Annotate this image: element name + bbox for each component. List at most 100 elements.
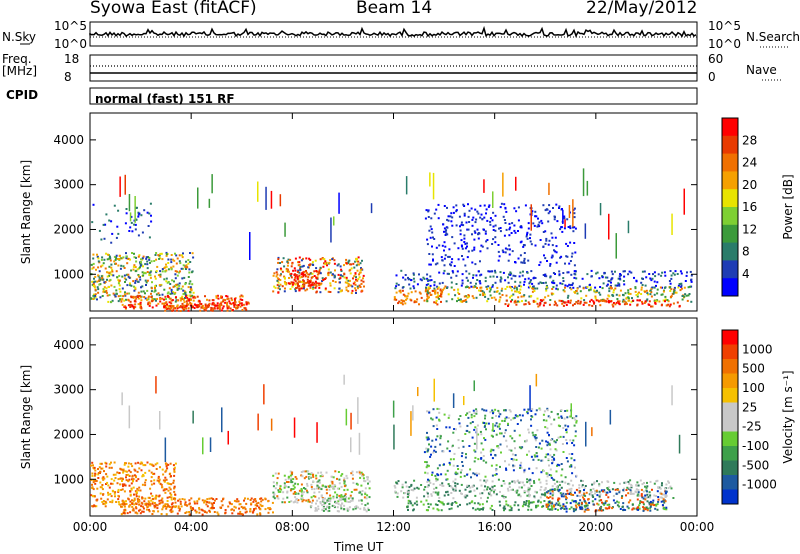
echo-cell bbox=[502, 271, 505, 274]
echo-cell bbox=[343, 482, 346, 485]
echo-cell bbox=[167, 307, 170, 310]
echo-cell bbox=[292, 484, 295, 487]
echo-cell bbox=[542, 304, 545, 307]
echo-cell bbox=[528, 500, 530, 503]
echo-cell bbox=[177, 506, 180, 509]
echo-cell bbox=[499, 296, 502, 299]
colorbar-segment bbox=[722, 207, 738, 226]
echo-cell bbox=[532, 301, 535, 303]
echo-cell bbox=[439, 295, 442, 297]
echo-cell bbox=[315, 267, 318, 270]
echo-cell bbox=[178, 271, 180, 274]
echo-cell bbox=[614, 501, 617, 504]
echo-cell bbox=[528, 502, 531, 505]
echo-cell bbox=[594, 490, 597, 492]
echo-cell bbox=[443, 463, 445, 466]
echo-cell bbox=[593, 481, 596, 484]
echo-cell bbox=[136, 487, 139, 490]
echo-cell bbox=[644, 284, 647, 287]
echo-cell bbox=[149, 503, 152, 506]
echo-cell bbox=[599, 293, 602, 296]
echo-cell bbox=[522, 481, 524, 484]
echo-cell bbox=[436, 291, 439, 294]
echo-cell bbox=[164, 476, 167, 479]
echo-cell bbox=[105, 287, 108, 290]
echo-cell bbox=[104, 500, 107, 503]
echo-streak bbox=[392, 400, 395, 418]
echo-cell bbox=[294, 496, 297, 499]
echo-cell bbox=[523, 294, 526, 297]
echo-cell bbox=[331, 485, 334, 488]
echo-cell bbox=[519, 281, 522, 284]
echo-cell bbox=[172, 291, 175, 294]
echo-cell bbox=[508, 273, 510, 276]
echo-cell bbox=[512, 469, 515, 472]
echo-cell bbox=[137, 297, 140, 300]
echo-cell bbox=[185, 268, 187, 270]
echo-cell bbox=[656, 479, 659, 482]
echo-cell bbox=[588, 501, 591, 504]
echo-cell bbox=[191, 252, 194, 255]
echo-cell bbox=[239, 298, 242, 301]
echo-cell bbox=[486, 300, 489, 303]
nsearch-tick-top: 10^5 bbox=[708, 19, 741, 33]
echo-cell bbox=[134, 288, 137, 291]
echo-cell bbox=[180, 267, 183, 270]
echo-cell bbox=[426, 297, 429, 300]
echo-cell bbox=[168, 301, 171, 304]
echo-cell bbox=[685, 274, 688, 277]
echo-cell bbox=[425, 287, 428, 290]
echo-cell bbox=[568, 465, 571, 468]
echo-cell bbox=[119, 298, 122, 301]
echo-cell bbox=[407, 278, 410, 281]
echo-cell bbox=[558, 207, 560, 209]
echo-cell bbox=[619, 289, 622, 292]
echo-cell bbox=[150, 260, 153, 263]
echo-cell bbox=[155, 252, 158, 254]
echo-cell bbox=[488, 290, 491, 293]
echo-cell bbox=[475, 274, 478, 277]
echo-streak bbox=[357, 397, 359, 424]
echo-cell bbox=[573, 242, 576, 244]
echo-cell bbox=[464, 494, 467, 497]
echo-cell bbox=[435, 486, 438, 489]
echo-cell bbox=[159, 273, 162, 276]
echo-cell bbox=[551, 438, 554, 441]
echo-cell bbox=[491, 474, 494, 477]
echo-cell bbox=[239, 302, 242, 305]
echo-cell bbox=[146, 298, 148, 301]
echo-cell bbox=[336, 506, 339, 509]
echo-cell bbox=[161, 258, 164, 261]
echo-cell bbox=[346, 281, 349, 284]
echo-cell bbox=[429, 236, 432, 239]
echo-cell bbox=[181, 498, 184, 500]
echo-cell bbox=[437, 491, 440, 494]
echo-cell bbox=[140, 306, 143, 309]
echo-cell bbox=[170, 483, 173, 486]
echo-cell bbox=[520, 466, 523, 469]
x-tick-label: 00:00 bbox=[680, 520, 715, 534]
echo-cell bbox=[287, 486, 290, 489]
echo-cell bbox=[175, 283, 178, 286]
echo-cell bbox=[548, 204, 551, 207]
echo-cell bbox=[506, 285, 509, 288]
echo-cell bbox=[358, 271, 361, 274]
echo-cell bbox=[97, 473, 100, 476]
echo-cell bbox=[459, 229, 462, 232]
echo-cell bbox=[553, 504, 555, 507]
echo-cell bbox=[515, 458, 518, 461]
echo-cell bbox=[571, 472, 574, 475]
echo-cell bbox=[547, 490, 550, 493]
colorbar-segment bbox=[722, 118, 738, 137]
echo-cell bbox=[537, 223, 540, 226]
echo-cell bbox=[95, 499, 98, 502]
echo-cell bbox=[495, 433, 498, 436]
echo-cell bbox=[465, 270, 468, 273]
echo-cell bbox=[132, 486, 135, 489]
echo-cell bbox=[507, 303, 510, 306]
echo-cell bbox=[174, 462, 177, 465]
echo-cell bbox=[536, 429, 539, 432]
echo-cell bbox=[436, 467, 439, 470]
echo-cell bbox=[279, 485, 282, 488]
echo-cell bbox=[479, 479, 482, 482]
